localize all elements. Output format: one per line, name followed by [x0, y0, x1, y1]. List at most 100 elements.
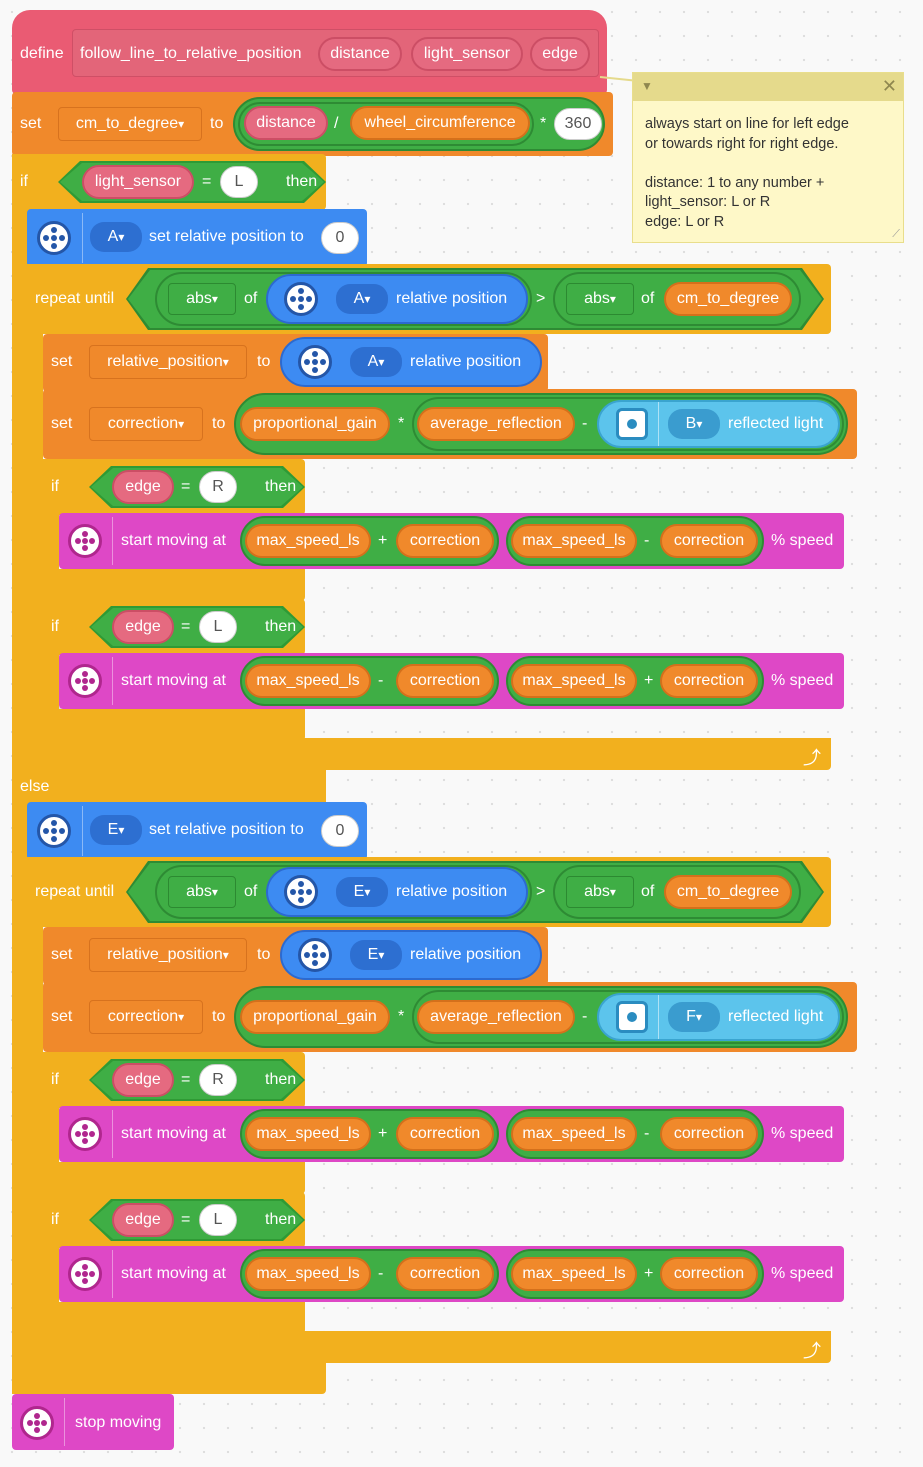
start-moving-label: start moving at — [121, 672, 226, 689]
then-label: then — [265, 618, 297, 635]
close-icon[interactable]: ✕ — [881, 76, 897, 96]
average-reflection-var[interactable]: average_reflection — [417, 407, 575, 441]
var-dropdown-relative-position[interactable]: relative_position — [89, 345, 247, 379]
if-label: if — [51, 1211, 59, 1228]
max-speed-var[interactable]: max_speed_ls — [511, 1117, 637, 1151]
op-label: - — [644, 1125, 650, 1142]
reflected-light-label: reflected light — [728, 1008, 824, 1025]
reset-value[interactable]: 0 — [321, 815, 359, 847]
reset-relative-block[interactable] — [27, 209, 367, 267]
sensor-port-dropdown[interactable]: F — [668, 1002, 720, 1032]
average-reflection-var[interactable]: average_reflection — [417, 1000, 575, 1034]
resize-handle-icon[interactable]: ⟋ — [892, 228, 900, 240]
max-speed-var[interactable]: max_speed_ls — [245, 664, 371, 698]
if-label: if — [51, 1071, 59, 1088]
move-icon — [20, 1406, 54, 1440]
start-moving-label: start moving at — [121, 532, 226, 549]
abs-dropdown[interactable]: abs — [566, 283, 634, 315]
set-label: set — [51, 946, 73, 963]
note-header: ▼ ✕ — [633, 73, 903, 101]
separator — [112, 1110, 113, 1158]
param-edge[interactable]: edge — [530, 37, 590, 71]
abs-dropdown[interactable]: abs — [566, 876, 634, 908]
edge-value[interactable]: L — [199, 611, 237, 643]
reset-relative-block[interactable] — [27, 802, 367, 860]
then-label: then — [286, 173, 318, 190]
eq-op: = — [181, 1071, 191, 1088]
max-speed-var[interactable]: max_speed_ls — [245, 1117, 371, 1151]
edge-value[interactable]: R — [199, 471, 237, 503]
correction-var[interactable]: correction — [660, 1117, 758, 1151]
start-moving-label: start moving at — [121, 1125, 226, 1142]
then-label: then — [265, 478, 297, 495]
cm-to-degree-var[interactable]: cm_to_degree — [664, 282, 792, 316]
abs-dropdown[interactable]: abs — [168, 876, 236, 908]
gt-op: > — [536, 290, 546, 307]
motor-port-dropdown[interactable]: A — [350, 347, 402, 377]
value-L[interactable]: L — [220, 166, 258, 198]
separator — [64, 1398, 65, 1446]
light-sensor-arg[interactable]: light_sensor — [82, 165, 194, 199]
multiply-op: * — [540, 115, 547, 132]
max-speed-var[interactable]: max_speed_ls — [245, 524, 371, 558]
repeat-label: repeat until — [35, 883, 115, 900]
distance-arg[interactable]: distance — [244, 106, 328, 140]
motor-icon — [37, 221, 71, 255]
motor-port-dropdown[interactable]: A — [336, 284, 388, 314]
max-speed-var[interactable]: max_speed_ls — [511, 1257, 637, 1291]
op-label: + — [644, 672, 654, 689]
move-icon — [68, 664, 102, 698]
param-distance[interactable]: distance — [318, 37, 402, 71]
var-dropdown-correction[interactable]: correction — [89, 407, 203, 441]
var-dropdown-correction[interactable]: correction — [89, 1000, 203, 1034]
comment-note[interactable]: ▼ ✕ always start on line for left edge o… — [632, 72, 904, 243]
max-speed-var[interactable]: max_speed_ls — [511, 524, 637, 558]
else-bar — [12, 770, 326, 804]
divide-op: / — [334, 115, 339, 132]
edge-arg[interactable]: edge — [112, 470, 174, 504]
max-speed-var[interactable]: max_speed_ls — [245, 1257, 371, 1291]
edge-value[interactable]: R — [199, 1064, 237, 1096]
param-light-sensor[interactable]: light_sensor — [411, 37, 523, 71]
edge-arg[interactable]: edge — [112, 610, 174, 644]
multiply-op: * — [398, 415, 405, 432]
correction-var[interactable]: correction — [396, 664, 494, 698]
cm-to-degree-var[interactable]: cm_to_degree — [664, 875, 792, 909]
gt-op: > — [536, 883, 546, 900]
proportional-gain-var[interactable]: proportional_gain — [240, 1000, 390, 1034]
motor-icon — [284, 875, 318, 909]
wheel-circumference-var[interactable]: wheel_circumference — [350, 106, 530, 140]
to-label: to — [212, 415, 226, 432]
color-sensor-icon — [616, 1001, 648, 1033]
correction-var[interactable]: correction — [396, 1117, 494, 1151]
motor-port-dropdown[interactable]: E — [90, 815, 142, 845]
correction-var[interactable]: correction — [396, 524, 494, 558]
percent-speed-label: % speed — [771, 1125, 834, 1142]
separator — [112, 1250, 113, 1298]
abs-dropdown[interactable]: abs — [168, 283, 236, 315]
motor-port-dropdown[interactable]: E — [350, 940, 402, 970]
move-icon — [68, 1117, 102, 1151]
correction-var[interactable]: correction — [660, 1257, 758, 1291]
set-label: set — [51, 353, 73, 370]
sensor-port-dropdown[interactable]: B — [668, 409, 720, 439]
var-dropdown-relative-position[interactable]: relative_position — [89, 938, 247, 972]
correction-var[interactable]: correction — [660, 524, 758, 558]
edge-arg[interactable]: edge — [112, 1063, 174, 1097]
value-360[interactable]: 360 — [554, 108, 602, 140]
chevron-down-icon[interactable]: ▼ — [641, 79, 653, 93]
motor-port-dropdown[interactable]: A — [90, 222, 142, 252]
proportional-gain-var[interactable]: proportional_gain — [240, 407, 390, 441]
motor-port-dropdown[interactable]: E — [336, 877, 388, 907]
separator — [112, 657, 113, 705]
reset-value[interactable]: 0 — [321, 222, 359, 254]
max-speed-var[interactable]: max_speed_ls — [511, 664, 637, 698]
percent-speed-label: % speed — [771, 672, 834, 689]
edge-value[interactable]: L — [199, 1204, 237, 1236]
var-dropdown-cm[interactable]: cm_to_degree — [58, 107, 202, 141]
edge-arg[interactable]: edge — [112, 1203, 174, 1237]
correction-var[interactable]: correction — [660, 664, 758, 698]
motor-icon — [298, 345, 332, 379]
correction-var[interactable]: correction — [396, 1257, 494, 1291]
relative-position-label: relative position — [410, 353, 522, 370]
